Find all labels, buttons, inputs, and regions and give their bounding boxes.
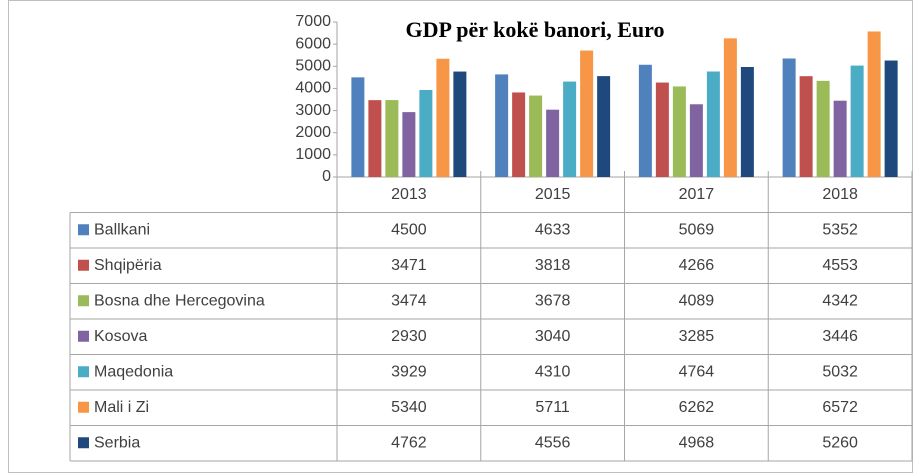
bar	[850, 65, 864, 177]
table-value: 6572	[822, 399, 858, 416]
y-tick-label: 0	[322, 168, 331, 185]
table-value: 5032	[822, 363, 858, 380]
y-tick-label: 4000	[295, 80, 331, 97]
table-value: 5711	[535, 399, 570, 416]
table-value: 4764	[679, 363, 715, 380]
bar	[833, 100, 847, 177]
bar	[782, 58, 796, 178]
table-value: 4633	[535, 221, 571, 238]
table-value: 4762	[391, 434, 427, 451]
bar	[402, 112, 416, 177]
bar	[453, 71, 467, 177]
table-value: 5069	[679, 221, 715, 238]
table-value: 4968	[679, 434, 715, 451]
y-tick-label: 5000	[295, 58, 331, 75]
table-value: 4556	[535, 434, 571, 451]
bar	[723, 38, 737, 177]
bar	[495, 74, 509, 177]
table-value: 4553	[822, 257, 858, 274]
bar	[351, 77, 365, 177]
bar	[580, 50, 594, 177]
bar	[385, 100, 399, 177]
bar	[638, 64, 652, 177]
bar	[867, 31, 881, 177]
x-tick-label: 2017	[679, 186, 715, 203]
legend-swatch	[78, 437, 89, 449]
legend-label: Kosova	[94, 328, 147, 345]
table-value: 3818	[535, 257, 571, 274]
bar	[512, 92, 526, 177]
bar	[597, 76, 611, 177]
legend-label: Shqipëria	[94, 257, 162, 274]
legend-label: Ballkani	[94, 221, 150, 238]
y-tick-label: 7000	[295, 13, 331, 30]
legend-label: Bosna dhe Hercegovina	[94, 292, 265, 309]
bar	[689, 104, 703, 177]
legend-swatch	[78, 401, 89, 413]
table-value: 3678	[535, 292, 571, 309]
bar	[816, 80, 830, 177]
legend-swatch	[78, 259, 89, 271]
legend-swatch	[78, 366, 89, 378]
bar	[546, 109, 560, 177]
y-tick-label: 1000	[295, 146, 331, 163]
table-value: 3474	[391, 292, 427, 309]
x-tick-label: 2015	[535, 186, 571, 203]
table-value: 4089	[679, 292, 715, 309]
table-value: 3285	[679, 328, 715, 345]
bar	[563, 81, 577, 177]
table-value: 3471	[391, 257, 427, 274]
legend-label: Serbia	[94, 434, 140, 451]
table-value: 5352	[822, 221, 858, 238]
bar	[436, 58, 450, 177]
legend-swatch	[78, 295, 89, 307]
x-tick-label: 2018	[822, 186, 858, 203]
bar	[799, 76, 813, 177]
bar	[672, 86, 686, 177]
table-value: 4266	[679, 257, 715, 274]
table-value: 3929	[391, 363, 427, 380]
bar	[529, 95, 543, 177]
bar	[884, 60, 898, 177]
bar	[368, 100, 382, 177]
y-tick-label: 3000	[295, 102, 331, 119]
legend-swatch	[78, 330, 89, 342]
legend-label: Maqedonia	[94, 363, 173, 380]
table-value: 5260	[822, 434, 858, 451]
table-value: 2930	[391, 328, 427, 345]
bar	[740, 66, 754, 177]
table-value: 3040	[535, 328, 571, 345]
table-value: 6262	[679, 399, 715, 416]
table-value: 4310	[535, 363, 571, 380]
table-value: 5340	[391, 399, 427, 416]
table-value: 3446	[822, 328, 858, 345]
chart-title: GDP për kokë banori, Euro	[406, 17, 665, 42]
bar	[655, 82, 669, 177]
legend-swatch	[78, 224, 89, 236]
bar	[419, 90, 433, 177]
y-tick-label: 2000	[295, 124, 331, 141]
table-value: 4500	[391, 221, 427, 238]
bar	[706, 71, 720, 177]
x-tick-label: 2013	[391, 186, 427, 203]
legend-label: Mali i Zi	[94, 399, 149, 416]
table-value: 4342	[822, 292, 858, 309]
y-tick-label: 6000	[295, 35, 331, 52]
